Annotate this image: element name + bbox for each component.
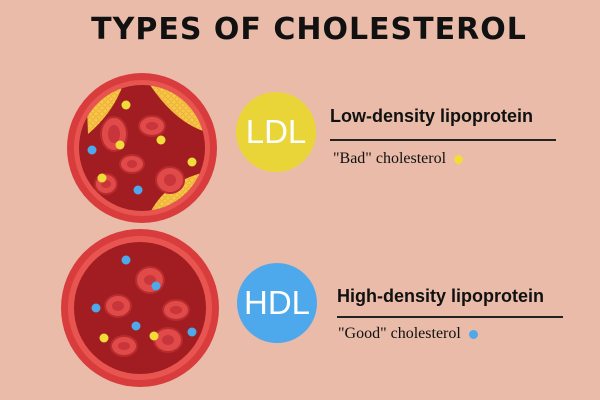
ldl-divider <box>330 139 556 141</box>
ldl-blood-vessel-illustration <box>67 73 217 223</box>
hdl-dot-legend <box>468 329 478 339</box>
hdl-badge: HDL <box>237 263 317 343</box>
hdl-subtitle: "Good" cholesterol <box>338 325 461 342</box>
ldl-dot-legend <box>454 154 464 164</box>
page-title: TYPES OF CHOLESTEROL <box>91 12 527 47</box>
ldl-subtitle: "Bad" cholesterol <box>333 150 447 167</box>
hdl-blood-vessel-illustration <box>61 229 219 387</box>
ldl-subtitle-row: "Bad" cholesterol <box>333 150 464 168</box>
ldl-badge: LDL <box>236 92 316 172</box>
hdl-divider <box>337 316 563 318</box>
ldl-heading: Low-density lipoprotein <box>330 106 533 126</box>
hdl-subtitle-row: "Good" cholesterol <box>338 325 478 343</box>
hdl-heading: High-density lipoprotein <box>337 286 544 306</box>
